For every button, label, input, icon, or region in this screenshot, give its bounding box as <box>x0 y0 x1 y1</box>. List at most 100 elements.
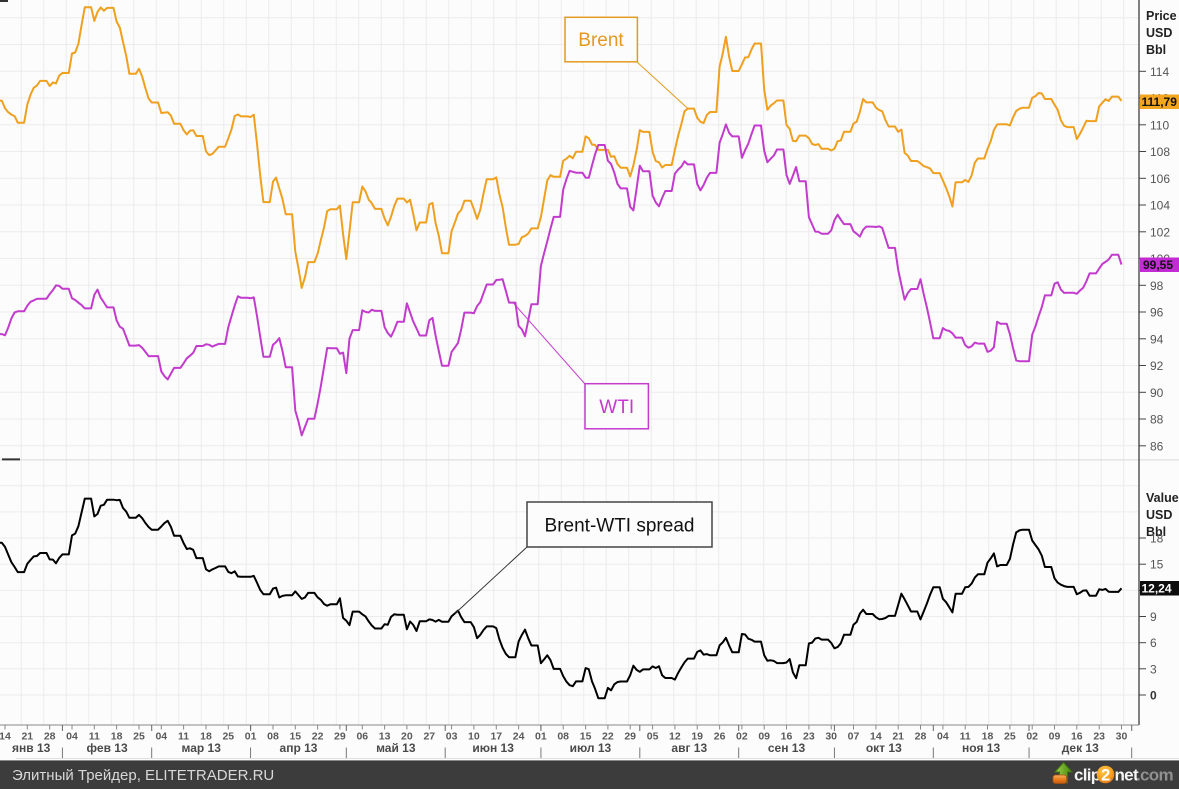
svg-text:25: 25 <box>222 731 234 743</box>
svg-text:|: | <box>539 745 542 759</box>
svg-text:04: 04 <box>937 731 949 743</box>
svg-text:май 13: май 13 <box>376 741 416 755</box>
svg-text:08: 08 <box>267 731 279 743</box>
svg-text:18: 18 <box>200 731 212 743</box>
svg-text:07: 07 <box>848 731 860 743</box>
svg-text:Brent-WTI spread: Brent-WTI spread <box>545 516 695 537</box>
svg-text:15: 15 <box>1150 558 1164 572</box>
svg-text:12: 12 <box>669 731 681 743</box>
svg-text:|: | <box>345 745 348 759</box>
svg-text:96: 96 <box>1150 306 1164 320</box>
svg-text:9: 9 <box>1150 610 1157 624</box>
svg-text:|: | <box>1130 745 1133 759</box>
svg-text:09: 09 <box>758 731 770 743</box>
svg-text:86: 86 <box>1150 439 1164 453</box>
svg-text:01: 01 <box>535 731 547 743</box>
svg-text:3: 3 <box>1150 662 1157 676</box>
svg-text:11: 11 <box>960 731 971 743</box>
svg-text:05: 05 <box>647 731 659 743</box>
svg-text:19: 19 <box>691 731 703 743</box>
svg-text:99,55: 99,55 <box>1143 258 1173 272</box>
svg-text:Элитный Трейдер, ELITETRADER.R: Элитный Трейдер, ELITETRADER.RU <box>12 767 274 784</box>
svg-text:98: 98 <box>1150 279 1164 293</box>
svg-text:25: 25 <box>1004 731 1016 743</box>
svg-text:авг 13: авг 13 <box>671 741 707 755</box>
svg-text:USD: USD <box>1146 508 1172 522</box>
svg-text:102: 102 <box>1150 225 1170 239</box>
svg-text:29: 29 <box>334 731 346 743</box>
svg-text:15: 15 <box>580 731 592 743</box>
svg-text:Value: Value <box>1146 491 1179 505</box>
svg-text:18: 18 <box>1150 532 1164 546</box>
svg-text:30: 30 <box>825 731 837 743</box>
svg-text:фев 13: фев 13 <box>87 741 128 755</box>
svg-text:мар 13: мар 13 <box>181 741 221 755</box>
svg-text:01: 01 <box>245 731 257 743</box>
svg-text:02: 02 <box>1026 731 1038 743</box>
svg-text:ноя 13: ноя 13 <box>962 741 1000 755</box>
svg-text:22: 22 <box>602 731 614 743</box>
svg-text:сен 13: сен 13 <box>768 741 806 755</box>
svg-text:16: 16 <box>1071 731 1083 743</box>
svg-text:04: 04 <box>66 731 78 743</box>
svg-text:16: 16 <box>781 731 793 743</box>
svg-text:июл 13: июл 13 <box>570 741 612 755</box>
svg-text:17: 17 <box>490 731 502 743</box>
svg-text:июн 13: июн 13 <box>472 741 514 755</box>
svg-text:Brent: Brent <box>578 30 624 51</box>
svg-text:.com: .com <box>1136 766 1173 785</box>
svg-text:06: 06 <box>356 731 368 743</box>
svg-text:WTI: WTI <box>599 397 634 418</box>
svg-text:110: 110 <box>1150 118 1169 132</box>
svg-text:104: 104 <box>1150 199 1170 213</box>
svg-text:|: | <box>932 745 935 759</box>
svg-text:10: 10 <box>468 731 480 743</box>
svg-text:23: 23 <box>803 731 815 743</box>
svg-text:0: 0 <box>1150 689 1157 703</box>
svg-text:28: 28 <box>44 731 56 743</box>
svg-text:92: 92 <box>1150 359 1164 373</box>
svg-text:29: 29 <box>624 731 636 743</box>
svg-text:108: 108 <box>1150 145 1170 159</box>
svg-text:11: 11 <box>178 731 189 743</box>
svg-text:дек 13: дек 13 <box>1062 741 1099 755</box>
svg-text:14: 14 <box>0 731 11 743</box>
svg-text:13: 13 <box>379 731 391 743</box>
svg-text:25: 25 <box>133 731 145 743</box>
svg-text:|: | <box>444 745 447 759</box>
svg-text:Bbl: Bbl <box>1146 525 1166 539</box>
svg-text:15: 15 <box>289 731 301 743</box>
svg-text:|: | <box>150 745 153 759</box>
svg-text:11: 11 <box>89 731 100 743</box>
svg-text:окт 13: окт 13 <box>866 741 902 755</box>
svg-text:21: 21 <box>21 731 33 743</box>
svg-text:111,79: 111,79 <box>1142 95 1178 109</box>
svg-text:21: 21 <box>892 731 904 743</box>
svg-text:net: net <box>1115 766 1139 785</box>
svg-text:14: 14 <box>870 731 882 743</box>
svg-text:18: 18 <box>111 731 123 743</box>
svg-text:23: 23 <box>1093 731 1105 743</box>
svg-text:08: 08 <box>557 731 569 743</box>
svg-text:|: | <box>61 745 64 759</box>
svg-text:22: 22 <box>312 731 324 743</box>
svg-text:2: 2 <box>1101 767 1110 785</box>
svg-text:94: 94 <box>1150 332 1164 346</box>
svg-text:|: | <box>737 745 740 759</box>
svg-text:12,24: 12,24 <box>1142 582 1172 596</box>
svg-text:янв 13: янв 13 <box>12 741 51 755</box>
svg-text:28: 28 <box>915 731 927 743</box>
svg-text:114: 114 <box>1150 65 1169 79</box>
svg-text:|: | <box>249 745 252 759</box>
svg-text:09: 09 <box>1049 731 1061 743</box>
svg-text:88: 88 <box>1150 413 1164 427</box>
svg-text:Bbl: Bbl <box>1146 43 1166 57</box>
svg-text:24: 24 <box>513 731 525 743</box>
svg-text:20: 20 <box>401 731 413 743</box>
svg-text:clip: clip <box>1074 766 1101 785</box>
svg-text:|: | <box>638 745 641 759</box>
svg-text:апр 13: апр 13 <box>280 741 318 755</box>
svg-text:USD: USD <box>1146 26 1172 40</box>
svg-text:26: 26 <box>714 731 726 743</box>
svg-text:27: 27 <box>423 731 435 743</box>
